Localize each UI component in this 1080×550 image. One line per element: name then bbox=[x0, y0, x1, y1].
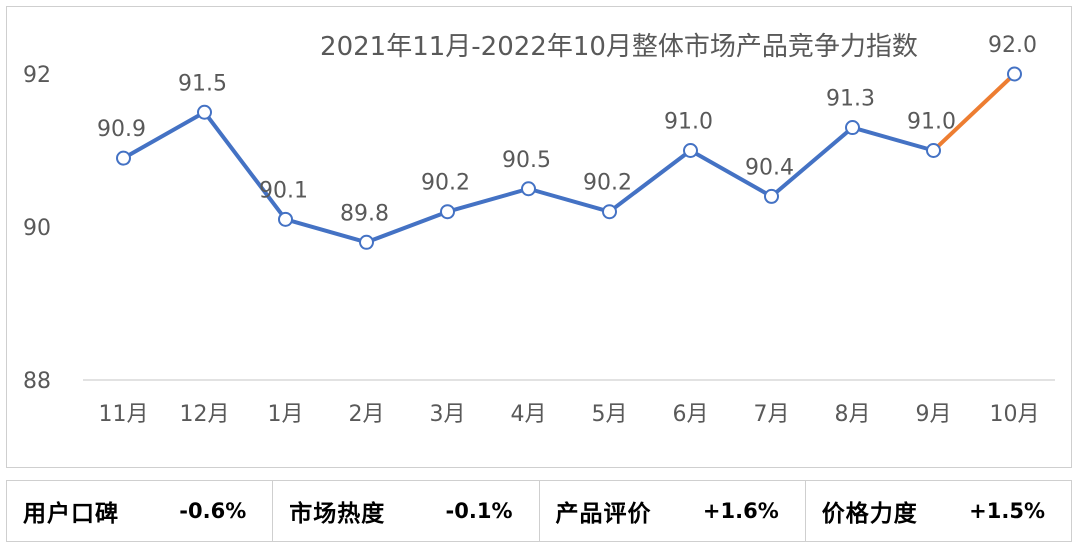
series-line-segment bbox=[607, 148, 693, 214]
stat-value: -0.1% bbox=[445, 499, 513, 523]
data-label: 91.0 bbox=[664, 110, 713, 135]
stat-label: 市场热度 bbox=[289, 501, 386, 527]
data-label: 92.0 bbox=[988, 33, 1037, 58]
stat-label: 价格力度 bbox=[821, 501, 918, 527]
x-tick-label: 1月 bbox=[268, 402, 304, 427]
stat-value: -0.6% bbox=[179, 499, 247, 523]
data-point bbox=[278, 211, 293, 227]
x-tick-label: 8月 bbox=[835, 402, 871, 427]
x-tick-label: 11月 bbox=[99, 402, 149, 427]
chart-title: 2021年11月-2022年10月整体市场产品竞争力指数 bbox=[320, 32, 918, 62]
data-point bbox=[359, 234, 374, 250]
data-point bbox=[521, 181, 536, 197]
chart-frame: 2021年11月-2022年10月整体市场产品竞争力指数 88 90 92 90.9… bbox=[6, 6, 1072, 468]
x-tick-label: 2月 bbox=[349, 402, 385, 427]
stat-value: +1.6% bbox=[702, 499, 779, 523]
stat-label: 产品评价 bbox=[555, 501, 652, 527]
series-line-segment bbox=[202, 110, 288, 222]
series-line-segment bbox=[526, 186, 612, 214]
series-line-segment bbox=[283, 217, 369, 245]
series-line-segment bbox=[769, 125, 855, 199]
x-tick-label: 5月 bbox=[592, 402, 628, 427]
series-line-segment bbox=[688, 148, 774, 199]
data-label: 90.5 bbox=[502, 148, 551, 173]
data-label: 90.4 bbox=[745, 155, 794, 180]
data-label: 90.1 bbox=[259, 178, 308, 203]
stat-product-review: 产品评价 +1.6% bbox=[540, 481, 806, 541]
series-line-segment-highlight bbox=[931, 72, 1017, 153]
x-tick-label: 4月 bbox=[511, 402, 547, 427]
data-label: 91.5 bbox=[178, 71, 227, 96]
stat-user-reputation: 用户口碑 -0.6% bbox=[7, 481, 274, 541]
data-label: 90.2 bbox=[421, 171, 470, 196]
series-line-segment bbox=[121, 110, 207, 161]
data-point bbox=[440, 204, 455, 220]
y-axis: 88 90 92 bbox=[23, 63, 51, 394]
stat-price-strength: 价格力度 +1.5% bbox=[806, 481, 1071, 541]
x-tick-label: 6月 bbox=[673, 402, 709, 427]
line-chart: 2021年11月-2022年10月整体市场产品竞争力指数 88 90 92 90.9… bbox=[23, 32, 1055, 427]
series-line bbox=[121, 72, 1017, 245]
x-tick-label: 10月 bbox=[990, 402, 1040, 427]
data-label: 89.8 bbox=[340, 201, 389, 226]
x-axis: 11月 12月 1月 2月 3月 4月 5月 6月 7月 8月 9月 10月 bbox=[99, 402, 1040, 427]
data-point bbox=[926, 143, 941, 158]
y-tick-label: 90 bbox=[23, 216, 51, 241]
data-point bbox=[197, 104, 212, 120]
data-point bbox=[764, 188, 779, 204]
data-point bbox=[602, 204, 617, 220]
data-point bbox=[683, 143, 698, 158]
x-tick-label: 12月 bbox=[180, 402, 230, 427]
stat-label: 用户口碑 bbox=[23, 501, 119, 527]
x-tick-label: 9月 bbox=[916, 402, 952, 427]
drop-lines bbox=[122, 74, 1016, 355]
data-label: 91.3 bbox=[826, 87, 875, 112]
y-tick-label: 92 bbox=[23, 63, 51, 88]
data-label: 90.9 bbox=[97, 117, 146, 142]
data-point bbox=[845, 120, 860, 136]
data-markers bbox=[116, 66, 1022, 250]
series-line-segment bbox=[850, 125, 936, 153]
data-point bbox=[116, 150, 131, 166]
x-tick-label: 7月 bbox=[754, 402, 790, 427]
stat-value: +1.5% bbox=[969, 499, 1045, 523]
y-tick-label: 88 bbox=[23, 369, 51, 394]
data-label: 90.2 bbox=[583, 171, 632, 196]
stat-market-heat: 市场热度 -0.1% bbox=[273, 481, 540, 541]
data-point bbox=[1007, 66, 1022, 82]
series-line-segment bbox=[445, 186, 531, 214]
stats-bar: 用户口碑 -0.6% 市场热度 -0.1% 产品评价 +1.6% 价格力度 +1… bbox=[6, 480, 1072, 542]
series-line-segment bbox=[364, 209, 450, 245]
data-labels: 90.9 91.5 90.1 89.8 90.2 90.5 90.2 91.0 90.4 91.3… bbox=[97, 33, 1037, 226]
data-label: 91.0 bbox=[907, 110, 956, 135]
x-tick-label: 3月 bbox=[430, 402, 466, 427]
